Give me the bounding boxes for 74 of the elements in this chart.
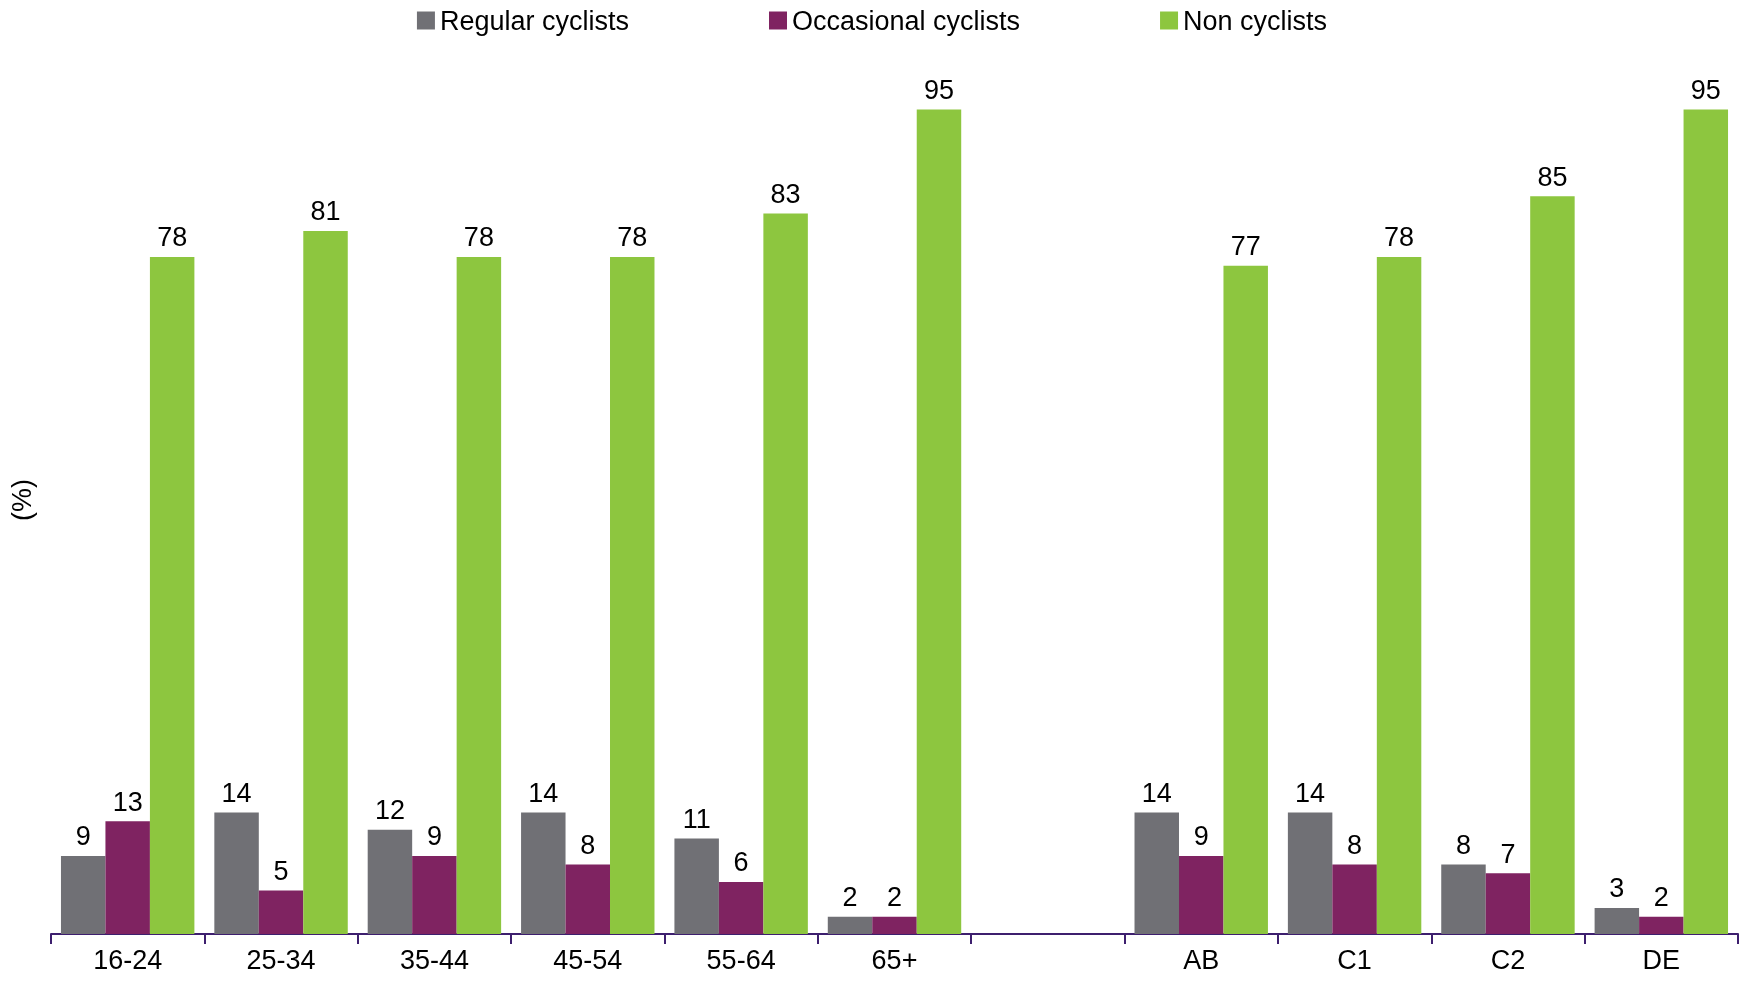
data-label: 12 [374, 795, 405, 826]
data-label: 2 [842, 882, 858, 913]
bar [60, 855, 106, 934]
bar [763, 213, 808, 934]
data-label: 14 [1295, 777, 1326, 808]
x-tick-label: 16-24 [93, 944, 163, 975]
bar [367, 829, 413, 934]
bar [149, 256, 195, 934]
x-tick-label: AB [1183, 944, 1220, 975]
bar [521, 812, 566, 934]
data-label: 78 [157, 222, 188, 253]
data-label: 2 [1653, 882, 1669, 913]
bar [1441, 864, 1486, 934]
bar [1639, 916, 1684, 934]
data-label: 9 [1193, 821, 1209, 852]
bar [872, 916, 917, 934]
bar [1683, 109, 1729, 934]
bar [610, 256, 655, 934]
bar [916, 109, 962, 934]
data-label: 2 [886, 882, 903, 913]
data-label: 78 [617, 222, 648, 253]
x-tick-label: 35-44 [399, 944, 469, 975]
x-tick-label: 25-34 [246, 944, 316, 975]
data-label: 81 [310, 196, 341, 227]
bar [1178, 855, 1224, 934]
bar [303, 230, 348, 934]
data-label: 85 [1537, 161, 1568, 192]
legend-label: Non cyclists [1183, 5, 1328, 36]
bar [258, 890, 304, 934]
data-label: 83 [770, 179, 801, 210]
bar [412, 855, 457, 934]
bar [1376, 256, 1422, 934]
data-label: 13 [112, 786, 143, 817]
bar [718, 881, 764, 934]
x-tick-label: 65+ [871, 944, 918, 975]
bar [1223, 265, 1268, 934]
legend-label: Regular cyclists [439, 5, 629, 36]
data-label: 11 [682, 804, 711, 835]
data-label: 78 [463, 222, 494, 253]
y-axis-title: (%) [6, 479, 37, 521]
bar [827, 916, 873, 934]
x-tick-label: C1 [1337, 944, 1372, 975]
bar [674, 838, 719, 934]
bar [1594, 907, 1640, 934]
data-label: 3 [1609, 873, 1625, 904]
data-label: 8 [1347, 830, 1363, 861]
bar [1332, 864, 1377, 934]
data-label: 95 [923, 74, 954, 105]
data-label: 9 [426, 821, 442, 852]
data-label: 9 [75, 821, 91, 852]
bar [214, 812, 259, 934]
data-label: 78 [1384, 222, 1415, 253]
data-label: 7 [1500, 838, 1516, 869]
x-tick-label: 55-64 [706, 944, 776, 975]
data-label: 5 [273, 856, 289, 887]
x-tick-label: C2 [1490, 944, 1526, 975]
data-label: 8 [580, 830, 596, 861]
data-label: 8 [1455, 830, 1471, 861]
x-tick-label: 45-54 [553, 944, 623, 975]
bar [456, 256, 502, 934]
x-tick-label: DE [1642, 944, 1681, 975]
legend-label: Occasional cyclists [791, 5, 1021, 36]
data-label: 77 [1230, 231, 1261, 262]
data-label: 6 [733, 847, 749, 878]
data-label: 14 [221, 777, 252, 808]
data-label: 14 [528, 777, 559, 808]
bar [565, 864, 611, 934]
data-label: 95 [1690, 74, 1721, 105]
bar [1134, 812, 1179, 934]
bar [1530, 196, 1575, 934]
bar [105, 821, 150, 934]
bar [1485, 873, 1531, 934]
data-label: 14 [1141, 777, 1172, 808]
bar [1287, 812, 1333, 934]
